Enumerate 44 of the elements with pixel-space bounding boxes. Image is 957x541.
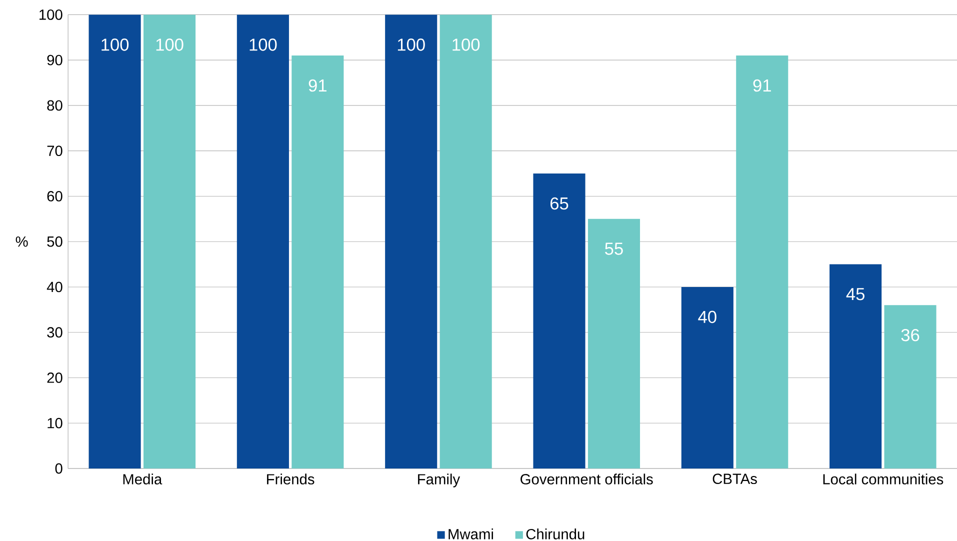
- y-tick-label: 50: [47, 236, 62, 248]
- x-tick-label: Media: [123, 474, 162, 485]
- data-label: 91: [753, 80, 771, 92]
- data-label: 36: [901, 329, 920, 342]
- data-label: 55: [605, 242, 623, 256]
- y-tick-label: 40: [46, 282, 62, 292]
- y-axis-title: %: [16, 236, 28, 247]
- y-tick-label: 100: [40, 10, 62, 20]
- x-tick-label: Local communities: [823, 474, 944, 485]
- legend-label: Mwami: [448, 528, 493, 540]
- data-label: 100: [102, 38, 129, 52]
- bar: [236, 14, 289, 469]
- y-tick-label: 80: [47, 100, 62, 111]
- data-label: 100: [250, 38, 277, 52]
- bar: [385, 14, 438, 469]
- bar: [830, 264, 882, 469]
- y-tick-label: 30: [47, 327, 62, 338]
- data-label: 100: [452, 38, 480, 52]
- x-tick-label: Friends: [267, 474, 314, 485]
- bar: [533, 174, 586, 469]
- bar: [681, 287, 734, 469]
- bar: [143, 14, 196, 469]
- bar: [440, 14, 492, 469]
- y-tick-label: 0: [55, 464, 62, 474]
- y-tick-label: 20: [47, 372, 62, 384]
- y-tick-label: 10: [48, 418, 62, 429]
- bar: [588, 219, 640, 469]
- data-label: 65: [550, 198, 568, 210]
- x-tick-label: Family: [418, 474, 460, 488]
- x-tick-label: CBTAs: [712, 474, 757, 484]
- data-label: 91: [308, 80, 326, 92]
- y-tick-label: 60: [47, 191, 62, 202]
- y-tick-label: 70: [47, 146, 62, 156]
- data-label: 45: [846, 288, 864, 300]
- data-label: 40: [698, 311, 716, 324]
- bar: [736, 56, 788, 469]
- data-label: 100: [398, 38, 425, 52]
- bar: [88, 14, 141, 469]
- data-label: 100: [156, 38, 184, 52]
- y-tick-label: 90: [47, 55, 62, 66]
- x-tick-label: Government officials: [520, 474, 653, 485]
- bar: [884, 305, 936, 469]
- legend-label: Chirundu: [526, 528, 584, 540]
- bar: [292, 56, 344, 469]
